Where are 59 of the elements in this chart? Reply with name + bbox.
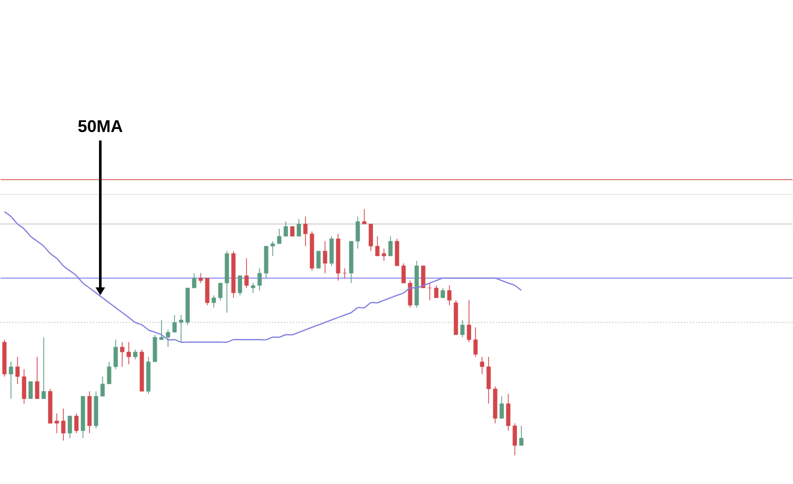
candlestick (480, 356, 484, 374)
candlestick (120, 342, 124, 367)
candlestick (212, 294, 216, 308)
candlestick (290, 226, 294, 236)
candlestick (35, 356, 40, 399)
candlestick (126, 342, 131, 364)
candlestick (8, 361, 14, 399)
candlestick (133, 348, 138, 360)
candlestick (258, 268, 262, 291)
candlestick (460, 319, 465, 338)
candlestick (434, 284, 438, 298)
candlestick (218, 282, 222, 300)
candlestick (284, 220, 288, 236)
candlestick (466, 300, 472, 342)
candlestick (322, 240, 328, 274)
candlestick (388, 236, 393, 256)
candlestick (178, 314, 184, 342)
candlestick (316, 250, 321, 268)
candlestick (54, 412, 59, 434)
candlestick (277, 228, 282, 244)
candlestick (382, 248, 386, 262)
candlestick (198, 272, 203, 284)
candlestick (159, 319, 164, 340)
candlestick (506, 393, 510, 431)
candlestick (270, 240, 275, 256)
candlestick (303, 216, 308, 246)
candlestick (42, 336, 46, 399)
candlestick (244, 258, 249, 288)
candlestick (500, 396, 504, 419)
candlestick (107, 361, 112, 384)
candlestick (238, 275, 242, 296)
candlestick (28, 380, 33, 399)
candlestick (166, 329, 170, 348)
candlestick (362, 208, 366, 224)
annotation: 50MA (78, 120, 122, 132)
candlestick (447, 284, 452, 306)
candlestick (114, 339, 118, 370)
candlestick (68, 415, 72, 438)
candlestick (408, 280, 412, 308)
candlestick (100, 376, 105, 396)
candlestick (192, 272, 196, 288)
candlestick (250, 282, 256, 294)
candlestick (512, 422, 517, 456)
candlestick (61, 408, 66, 441)
candlestick (22, 368, 26, 404)
candlestick (356, 216, 360, 249)
candlestick (401, 262, 406, 284)
candlestick (296, 218, 301, 236)
candlestick (15, 356, 20, 384)
candlestick (473, 326, 478, 358)
candlestick (172, 314, 177, 332)
candlestick (440, 287, 445, 298)
candlestick (368, 223, 373, 252)
candlestick (375, 236, 380, 256)
candlestick (519, 425, 524, 446)
candlestick (428, 282, 432, 300)
candlestick (421, 265, 426, 288)
candlestick (74, 412, 79, 434)
candlestick (486, 356, 491, 404)
